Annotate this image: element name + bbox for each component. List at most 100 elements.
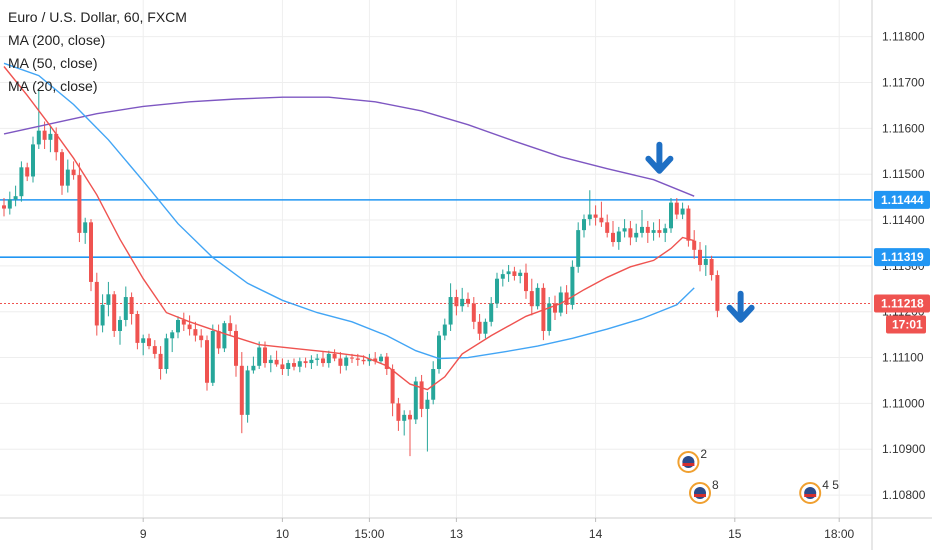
legend-symbol[interactable]: Euro / U.S. Dollar, 60, FXCM <box>8 9 187 25</box>
candle <box>605 214 610 238</box>
candle-body <box>129 297 134 315</box>
candle-body <box>599 217 604 223</box>
candle-body <box>692 240 697 250</box>
legend: Euro / U.S. Dollar, 60, FXCM MA (200, cl… <box>8 6 187 98</box>
candle <box>216 324 221 354</box>
candle-body <box>703 259 708 265</box>
candle <box>274 350 279 367</box>
candle <box>71 161 76 180</box>
candle-body <box>234 330 238 366</box>
candle <box>384 352 389 375</box>
candle <box>657 219 662 238</box>
candle <box>483 318 488 339</box>
candle <box>663 223 668 243</box>
candle-body <box>303 361 308 364</box>
candle <box>158 346 163 380</box>
candle-body <box>112 294 117 331</box>
candle <box>645 220 650 243</box>
candle <box>402 410 407 436</box>
event-flag <box>694 487 706 499</box>
candle-body <box>257 347 262 366</box>
x-tick-label: 18:00 <box>824 527 854 541</box>
candle-body <box>251 365 256 371</box>
candle-body <box>402 414 407 421</box>
candle-body <box>616 231 621 243</box>
candle-body <box>466 298 470 304</box>
candle-body <box>176 319 180 333</box>
candles <box>2 89 720 457</box>
candle <box>65 159 70 193</box>
candle <box>640 209 644 238</box>
candle <box>89 219 93 292</box>
candle-body <box>680 208 685 215</box>
candle-body <box>170 332 175 339</box>
event-flag <box>804 487 817 499</box>
candle <box>413 376 418 425</box>
candle <box>286 359 291 376</box>
candle-body <box>222 323 227 349</box>
candle <box>31 136 35 183</box>
y-tick-label: 1.11000 <box>882 396 925 410</box>
candle-body <box>100 304 105 326</box>
price-tag: 1.11444 <box>874 190 930 209</box>
candle-body <box>524 272 528 292</box>
candle-body <box>106 294 111 305</box>
candle <box>408 410 412 457</box>
candle <box>251 356 256 374</box>
candle-body <box>535 287 540 307</box>
event-flag-stripe <box>682 463 695 466</box>
candle <box>506 264 511 282</box>
candle <box>390 364 395 417</box>
candle-body <box>686 208 691 241</box>
candle <box>367 353 372 366</box>
candle <box>234 324 238 377</box>
y-tick-label: 1.11700 <box>882 76 925 90</box>
candle-body <box>454 297 459 307</box>
legend-ma50[interactable]: MA (50, close) <box>8 55 98 71</box>
candle <box>535 283 540 310</box>
candle-body <box>669 202 673 229</box>
candle-body <box>332 353 337 359</box>
legend-ma200[interactable]: MA (200, close) <box>8 32 106 48</box>
price-axis: 1.11800 1.11700 1.11600 1.11500 1.11400 1.113… <box>871 0 930 550</box>
candle-body <box>54 133 59 153</box>
x-tick-label: 15:00 <box>354 527 384 541</box>
candle <box>373 352 378 365</box>
candle <box>181 312 186 331</box>
candle <box>13 185 18 207</box>
event-flag-icon: 2 <box>677 447 707 473</box>
candle <box>36 89 41 149</box>
candle <box>379 353 383 364</box>
candle-body <box>216 330 221 349</box>
down-arrow-icon <box>645 141 674 174</box>
candle-body <box>309 359 314 364</box>
candle <box>437 330 441 374</box>
candle <box>680 202 685 220</box>
candle-body <box>489 303 494 322</box>
candle <box>489 297 494 327</box>
candle-body <box>500 274 505 279</box>
candle <box>199 329 204 348</box>
candle <box>622 219 627 238</box>
candle-body <box>576 230 581 267</box>
candle <box>634 223 639 243</box>
candle <box>692 230 697 259</box>
candle <box>674 198 679 220</box>
candle-body <box>181 319 186 325</box>
x-tick-label: 9 <box>140 527 147 541</box>
candle <box>118 316 122 345</box>
x-tick-label: 10 <box>276 527 290 541</box>
candle <box>599 201 604 227</box>
y-tick-label: 1.11500 <box>882 167 925 181</box>
candle-body <box>239 365 244 415</box>
legend-ma20[interactable]: MA (20, close) <box>8 78 98 94</box>
candle <box>94 272 99 336</box>
candle <box>2 198 6 217</box>
candle-body <box>48 133 53 140</box>
candle-body <box>558 292 563 313</box>
candle-body <box>570 266 575 305</box>
candle <box>628 220 633 246</box>
candle-body <box>419 381 424 409</box>
candle-body <box>373 358 378 362</box>
